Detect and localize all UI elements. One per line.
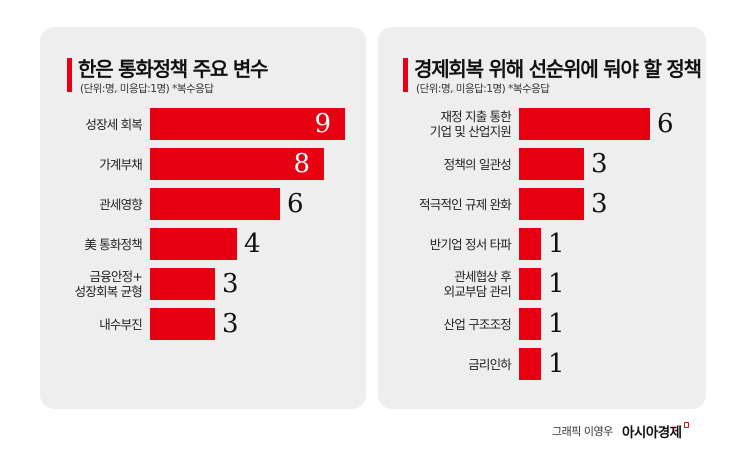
bar bbox=[150, 188, 280, 220]
bar-value: 1 bbox=[548, 229, 565, 259]
bar bbox=[519, 188, 584, 220]
bar bbox=[519, 108, 650, 140]
bar bbox=[519, 228, 541, 260]
right-chart-title: 경제회복 위해 선순위에 둬야 할 정책 bbox=[414, 57, 702, 81]
bar-value: 4 bbox=[244, 229, 261, 259]
bar-label-text: 적극적인 규제 완화 bbox=[419, 196, 512, 212]
bar bbox=[150, 108, 345, 140]
right-chart-subtitle: (단위:명, 미응답:1명) *복수응답 bbox=[416, 83, 550, 95]
bar-label-text: 美 통화정책 bbox=[84, 236, 142, 252]
brand-logo-text: 아시아경제 bbox=[622, 425, 682, 441]
left-title-accent bbox=[67, 58, 72, 92]
bar-label: 가계부채 bbox=[44, 148, 143, 180]
bar bbox=[519, 308, 541, 340]
bar-label-text: 금리인하 bbox=[468, 356, 512, 372]
bar-label: 금리인하 bbox=[382, 348, 512, 380]
left-chart-subtitle: (단위:명, 미응답:1명) *복수응답 bbox=[80, 83, 214, 95]
bar-value: 6 bbox=[657, 109, 674, 139]
bar bbox=[150, 148, 324, 180]
bar-label-line: 기업 및 산업지원 bbox=[429, 124, 512, 139]
right-title-accent bbox=[403, 58, 408, 92]
bar-label-text: 산업 구조조정 bbox=[443, 316, 512, 332]
bar-label: 재정 지출 통한 기업 및 산업지원 bbox=[382, 108, 512, 140]
graphic-credit: 그래픽 이영우 bbox=[552, 425, 613, 438]
bar-value: 1 bbox=[548, 309, 565, 339]
bar-label: 정책의 일관성 bbox=[382, 148, 512, 180]
bar-value: 6 bbox=[287, 189, 304, 219]
bar-label-line: 성장회복 균형 bbox=[74, 284, 143, 299]
bar-label: 내수부진 bbox=[44, 308, 143, 340]
bar bbox=[519, 148, 584, 180]
left-chart-title: 한은 통화정책 주요 변수 bbox=[78, 57, 268, 81]
bar-value: 9 bbox=[314, 109, 331, 139]
bar-label-text: 가계부채 bbox=[99, 156, 143, 172]
bar-value: 3 bbox=[222, 309, 239, 339]
bar-value: 1 bbox=[548, 349, 565, 379]
bar-label: 관세협상 후 외교부담 관리 bbox=[382, 268, 512, 300]
bar-label-text: 내수부진 bbox=[99, 316, 143, 332]
bar-label-text: 정책의 일관성 bbox=[443, 156, 512, 172]
bar-value: 3 bbox=[591, 189, 608, 219]
bar bbox=[150, 228, 237, 260]
bar-label: 반기업 정서 타파 bbox=[382, 228, 512, 260]
bar-label-line: 재정 지출 통한 bbox=[440, 109, 511, 124]
bar-value: 8 bbox=[293, 149, 310, 179]
bar bbox=[150, 268, 215, 300]
bar-label-text: 성장세 회복 bbox=[85, 116, 142, 132]
bar-label-text: 반기업 정서 타파 bbox=[429, 236, 512, 252]
bar-value: 3 bbox=[591, 149, 608, 179]
bar bbox=[150, 308, 215, 340]
bar-label-text: 관세영향 bbox=[99, 196, 143, 212]
bar-label: 금융안정+ 성장회복 균형 bbox=[44, 268, 143, 300]
bar-value: 1 bbox=[548, 269, 565, 299]
brand-mark-icon bbox=[684, 422, 689, 428]
bar bbox=[519, 348, 541, 380]
bar-label: 적극적인 규제 완화 bbox=[382, 188, 512, 220]
bar-label: 산업 구조조정 bbox=[382, 308, 512, 340]
bar bbox=[519, 268, 541, 300]
bar-label-line: 외교부담 관리 bbox=[443, 284, 512, 299]
bar-label-line: 관세협상 후 bbox=[454, 269, 511, 284]
bar-label-line: 금융안정+ bbox=[89, 269, 143, 284]
bar-label: 美 통화정책 bbox=[44, 228, 142, 260]
bar-label: 성장세 회복 bbox=[44, 108, 142, 140]
bar-label: 관세영향 bbox=[44, 188, 143, 220]
bar-value: 3 bbox=[222, 269, 239, 299]
